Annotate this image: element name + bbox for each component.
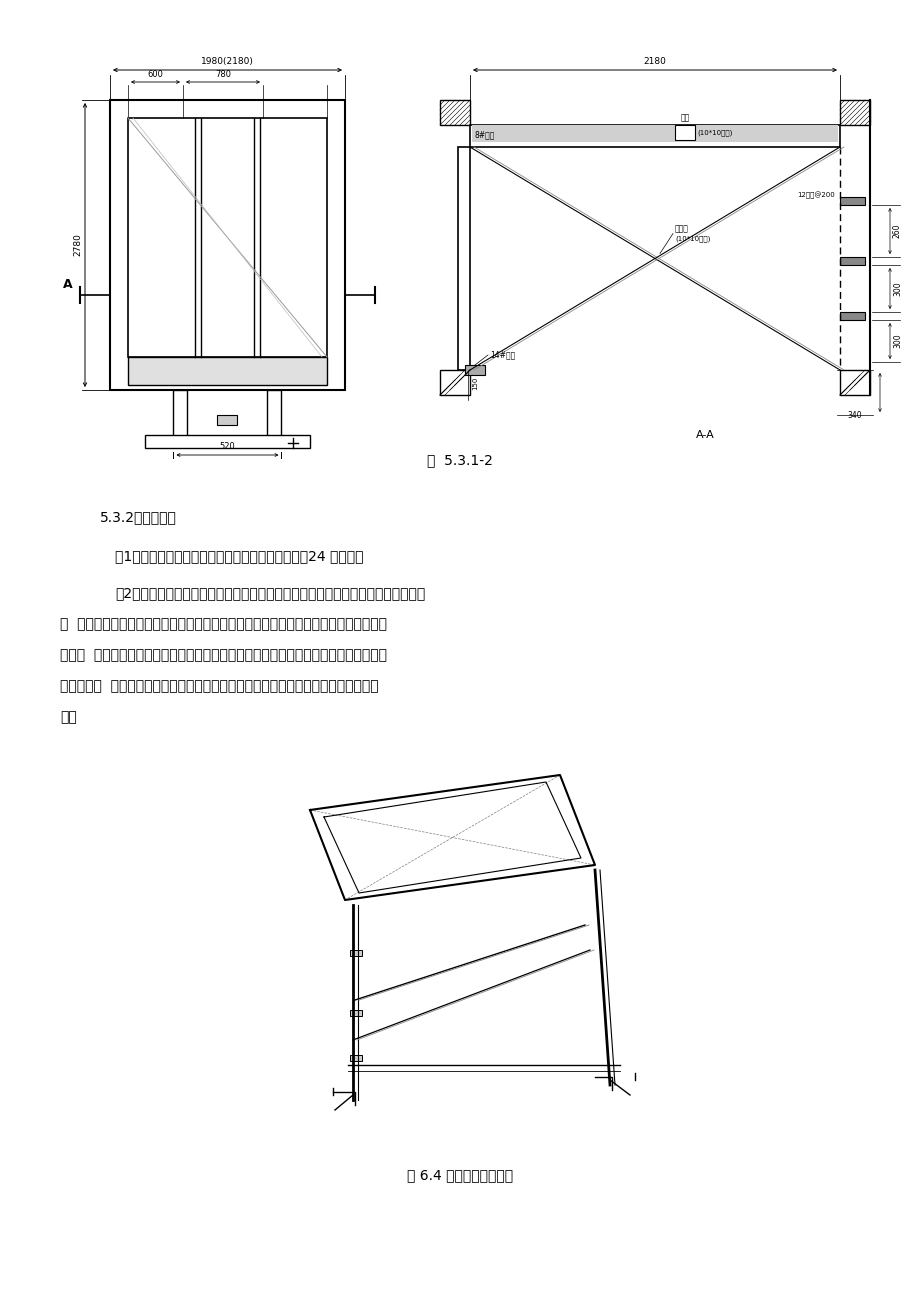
- Text: 梯门侧  的原因，提升时斜撑底脚会自动缩于井筒内，故一般不会存在上述问题）；上层: 梯门侧 的原因，提升时斜撑底脚会自动缩于井筒内，故一般不会存在上述问题）；上层: [60, 648, 387, 661]
- Bar: [349, 1055, 361, 1061]
- Text: 260: 260: [892, 224, 901, 238]
- Text: 1980(2180): 1980(2180): [201, 57, 254, 66]
- Text: （1）平台流转至上一层时应在上层墙体砼浇筑至少24 小时后；: （1）平台流转至上一层时应在上层墙体砼浇筑至少24 小时后；: [115, 549, 363, 562]
- Bar: [464, 365, 484, 375]
- Bar: [217, 415, 237, 424]
- Bar: [349, 1010, 361, 1016]
- Bar: [839, 197, 864, 204]
- Text: 斜支撑: 斜支撑: [675, 224, 688, 233]
- Text: (10*10角钢): (10*10角钢): [675, 236, 709, 242]
- Text: 340: 340: [846, 411, 861, 421]
- Bar: [439, 370, 470, 395]
- Text: 600: 600: [147, 70, 164, 79]
- Text: 520: 520: [220, 441, 235, 450]
- Bar: [839, 370, 869, 395]
- Text: 图  5.3.1-2: 图 5.3.1-2: [426, 453, 493, 467]
- Bar: [349, 950, 361, 956]
- Text: 图 6.4 整体支架结构简图: 图 6.4 整体支架结构简图: [406, 1168, 513, 1182]
- Text: 过  程中支撑架下脚槽钢钩在电梯门洞上口（当平台吊钩定位于中间时，由于重心偏于电: 过 程中支撑架下脚槽钢钩在电梯门洞上口（当平台吊钩定位于中间时，由于重心偏于电: [60, 617, 387, 631]
- Bar: [110, 100, 345, 391]
- Text: 2780: 2780: [73, 233, 82, 256]
- Bar: [128, 357, 326, 385]
- Text: 面。: 面。: [60, 710, 76, 724]
- Bar: [174, 391, 187, 440]
- Bar: [145, 435, 310, 448]
- Text: A: A: [63, 279, 73, 292]
- Text: 重点是在架  体吊升的过程中要及时用钢筋钩把下脚撑及时拉到位并顶紧门洞下口结构: 重点是在架 体吊升的过程中要及时用钢筋钩把下脚撑及时拉到位并顶紧门洞下口结构: [60, 680, 379, 693]
- Text: (10*10角钢): (10*10角钢): [697, 130, 732, 137]
- Text: 150: 150: [471, 376, 478, 389]
- Bar: [128, 118, 326, 357]
- Bar: [439, 100, 470, 125]
- Text: 吊钩: 吊钩: [680, 113, 689, 122]
- Bar: [267, 391, 281, 440]
- Text: 300: 300: [892, 281, 901, 296]
- Text: 14#槽钢: 14#槽钢: [490, 350, 515, 359]
- Bar: [471, 125, 837, 142]
- Text: （2）吊装时下层及上层均应有专人负责，准备好钢筋钩等物。下层重点是防止提升: （2）吊装时下层及上层均应有专人负责，准备好钢筋钩等物。下层重点是防止提升: [115, 586, 425, 600]
- Bar: [839, 100, 869, 125]
- Text: 300: 300: [892, 333, 901, 349]
- Text: A-A: A-A: [695, 430, 713, 440]
- Bar: [458, 147, 470, 370]
- Text: 12钢筋@200: 12钢筋@200: [797, 191, 834, 199]
- Text: 2180: 2180: [643, 57, 665, 66]
- Text: 5.3.2注意事项：: 5.3.2注意事项：: [100, 510, 176, 523]
- Text: 8#槽钢: 8#槽钢: [474, 130, 494, 139]
- Text: 780: 780: [215, 70, 231, 79]
- Bar: [839, 312, 864, 320]
- Bar: [675, 125, 694, 141]
- Bar: [839, 256, 864, 266]
- Bar: [470, 125, 839, 147]
